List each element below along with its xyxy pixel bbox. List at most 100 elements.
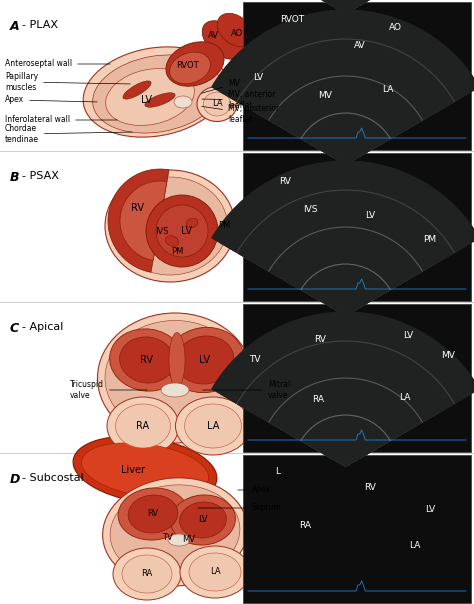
Wedge shape	[256, 363, 435, 467]
Ellipse shape	[113, 548, 181, 600]
Ellipse shape	[170, 52, 210, 84]
Text: MV: MV	[441, 350, 455, 359]
Text: LV: LV	[142, 95, 153, 105]
Text: - Subcostal: - Subcostal	[22, 473, 84, 483]
Wedge shape	[229, 0, 462, 14]
Wedge shape	[274, 82, 418, 165]
Wedge shape	[328, 446, 364, 467]
Text: D: D	[10, 473, 20, 486]
Ellipse shape	[92, 55, 221, 133]
Ellipse shape	[103, 478, 247, 586]
Ellipse shape	[184, 404, 241, 448]
Ellipse shape	[180, 546, 250, 598]
Text: MV: MV	[201, 80, 240, 93]
Ellipse shape	[189, 553, 241, 591]
Text: PM: PM	[423, 236, 437, 245]
Text: Apex: Apex	[238, 486, 271, 495]
Bar	[243, 2, 471, 150]
Text: AV: AV	[208, 31, 219, 40]
Wedge shape	[211, 10, 474, 165]
Wedge shape	[220, 20, 471, 165]
Wedge shape	[283, 243, 409, 316]
Wedge shape	[337, 4, 355, 14]
Text: LV: LV	[198, 515, 208, 524]
Text: C: C	[10, 322, 19, 335]
Text: LA: LA	[210, 568, 220, 576]
Text: MV, posterior
leaflet: MV, posterior leaflet	[202, 104, 279, 124]
Text: AO: AO	[389, 24, 401, 33]
Ellipse shape	[109, 329, 184, 391]
Text: PM: PM	[218, 222, 230, 231]
Text: - Apical: - Apical	[22, 322, 64, 332]
Text: Papillary
muscles: Papillary muscles	[5, 72, 130, 92]
Text: Tricuspid
valve: Tricuspid valve	[70, 381, 147, 400]
Wedge shape	[229, 30, 462, 165]
Wedge shape	[319, 133, 373, 165]
Text: Liver: Liver	[121, 465, 145, 475]
Wedge shape	[265, 72, 426, 165]
Wedge shape	[274, 0, 418, 14]
Ellipse shape	[186, 218, 198, 228]
Wedge shape	[310, 0, 382, 14]
Ellipse shape	[107, 397, 179, 455]
Text: RA: RA	[137, 421, 150, 431]
Wedge shape	[310, 425, 382, 467]
Wedge shape	[229, 332, 462, 467]
Ellipse shape	[202, 21, 244, 59]
Text: RV: RV	[147, 510, 159, 518]
Ellipse shape	[105, 170, 235, 282]
Text: RA: RA	[312, 396, 324, 405]
Wedge shape	[319, 435, 373, 467]
Wedge shape	[292, 254, 400, 316]
Text: Apex: Apex	[5, 95, 97, 104]
Ellipse shape	[73, 436, 217, 504]
Ellipse shape	[203, 92, 230, 116]
Ellipse shape	[112, 177, 228, 275]
Text: - PLAX: - PLAX	[22, 20, 58, 30]
Text: - PSAX: - PSAX	[22, 171, 59, 181]
Text: RVOT: RVOT	[176, 62, 198, 71]
Ellipse shape	[105, 321, 245, 435]
Wedge shape	[328, 0, 364, 14]
Wedge shape	[247, 202, 444, 316]
Text: B: B	[10, 171, 19, 184]
Text: RV: RV	[140, 355, 154, 365]
Wedge shape	[265, 374, 426, 467]
Wedge shape	[256, 61, 435, 165]
Text: L: L	[275, 467, 281, 477]
Text: LV: LV	[253, 74, 263, 83]
Text: RVOT: RVOT	[280, 16, 304, 25]
Text: RV: RV	[279, 178, 291, 187]
Text: PM: PM	[171, 246, 183, 255]
Text: LA: LA	[410, 541, 421, 550]
Ellipse shape	[118, 488, 188, 540]
Ellipse shape	[180, 502, 227, 538]
Ellipse shape	[176, 336, 234, 384]
Wedge shape	[292, 405, 400, 467]
Wedge shape	[265, 223, 426, 316]
Text: LV: LV	[403, 330, 413, 339]
Text: Mitral
valve: Mitral valve	[203, 381, 290, 400]
Bar	[243, 304, 471, 452]
Wedge shape	[328, 144, 364, 165]
Ellipse shape	[168, 534, 190, 546]
Ellipse shape	[169, 332, 185, 388]
Text: TV: TV	[162, 533, 173, 542]
Text: RV: RV	[314, 335, 326, 344]
Text: LV: LV	[200, 355, 210, 365]
Ellipse shape	[146, 195, 218, 267]
Ellipse shape	[217, 13, 253, 47]
Ellipse shape	[166, 42, 224, 86]
Text: IVS: IVS	[303, 205, 317, 214]
Ellipse shape	[123, 81, 151, 99]
Wedge shape	[337, 155, 355, 165]
Ellipse shape	[83, 47, 227, 137]
Text: MV, anterior
leaflet: MV, anterior leaflet	[202, 91, 275, 110]
Text: Inferolateral wall: Inferolateral wall	[5, 115, 117, 124]
Wedge shape	[211, 161, 474, 316]
Ellipse shape	[161, 383, 189, 397]
Wedge shape	[108, 169, 169, 272]
Text: LA: LA	[399, 393, 410, 402]
Wedge shape	[238, 342, 453, 467]
Ellipse shape	[197, 86, 237, 121]
